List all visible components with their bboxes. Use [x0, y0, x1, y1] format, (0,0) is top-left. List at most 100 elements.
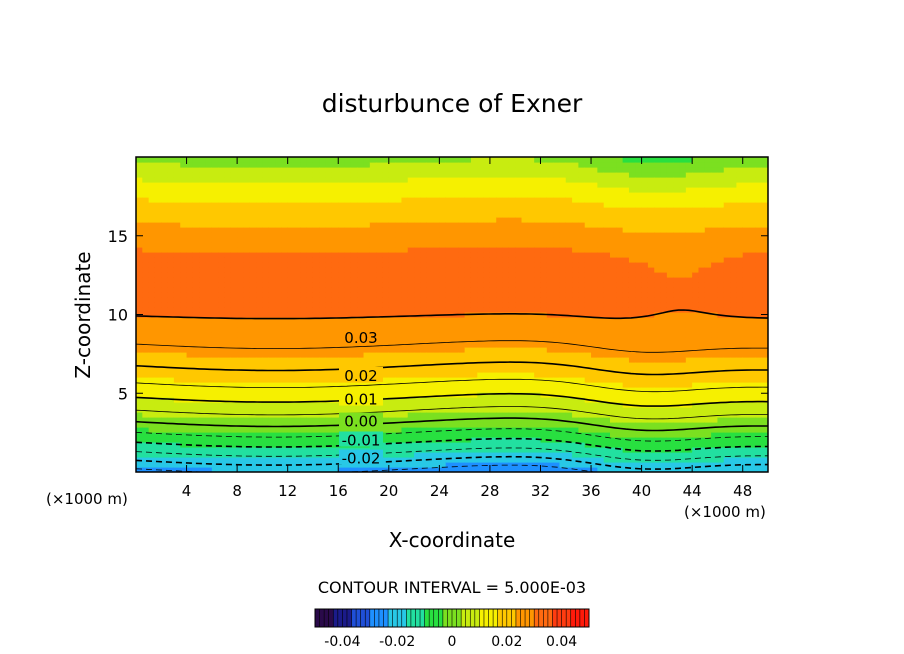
field-cell: [205, 182, 213, 188]
field-cell: [275, 307, 282, 313]
field-cell: [180, 372, 188, 378]
field-cell: [256, 337, 263, 343]
field-cell: [218, 362, 226, 368]
field-cell: [401, 382, 409, 388]
field-cell: [489, 437, 497, 443]
field-cell: [597, 292, 605, 298]
field-cell: [319, 227, 327, 233]
field-cell: [591, 452, 598, 458]
field-cell: [433, 192, 440, 198]
field-cell: [439, 297, 447, 303]
field-cell: [167, 182, 175, 188]
field-cell: [136, 362, 143, 368]
field-cell: [148, 232, 156, 238]
field-cell: [262, 427, 270, 433]
field-cell: [395, 317, 403, 323]
field-cell: [186, 342, 194, 348]
field-cell: [312, 377, 320, 383]
field-cell: [401, 437, 409, 443]
field-cell: [553, 287, 561, 293]
field-cell: [167, 392, 175, 398]
field-cell: [350, 427, 358, 433]
field-cell: [192, 257, 200, 263]
field-cell: [483, 337, 491, 343]
field-cell: [489, 442, 497, 448]
field-cell: [477, 462, 485, 468]
field-cell: [622, 257, 630, 263]
field-cell: [167, 342, 175, 348]
field-cell: [470, 187, 478, 193]
field-cell: [433, 432, 440, 438]
field-cell: [173, 222, 181, 228]
field-cell: [136, 197, 143, 203]
field-cell: [578, 242, 586, 248]
field-cell: [452, 457, 459, 463]
field-cell: [420, 352, 428, 358]
field-cell: [414, 187, 421, 193]
field-cell: [312, 412, 320, 418]
field-cell: [388, 417, 396, 423]
field-cell: [470, 217, 478, 223]
field-cell: [262, 337, 270, 343]
field-cell: [331, 222, 339, 228]
field-cell: [382, 157, 390, 163]
field-cell: [142, 347, 150, 353]
field-cell: [603, 347, 611, 353]
field-cell: [559, 342, 567, 348]
field-cell: [527, 322, 535, 328]
field-cell: [527, 402, 535, 408]
field-cell: [357, 202, 365, 208]
field-cell: [237, 177, 245, 183]
field-cell: [237, 352, 245, 358]
field-cell: [319, 427, 327, 433]
field-cell: [489, 407, 497, 413]
field-cell: [591, 457, 598, 463]
field-cell: [433, 227, 440, 233]
field-cell: [426, 177, 434, 183]
field-cell: [496, 422, 504, 428]
field-cell: [167, 292, 175, 298]
field-cell: [420, 282, 428, 288]
field-cell: [452, 187, 459, 193]
field-cell: [237, 302, 245, 308]
field-cell: [230, 197, 238, 203]
field-cell: [154, 397, 162, 403]
field-cell: [275, 247, 282, 253]
field-cell: [306, 457, 314, 463]
field-cell: [256, 202, 263, 208]
field-cell: [287, 197, 295, 203]
field-cell: [369, 232, 377, 238]
field-cell: [508, 352, 516, 358]
field-cell: [433, 307, 440, 313]
field-cell: [167, 207, 175, 213]
field-cell: [483, 382, 491, 388]
field-cell: [331, 302, 339, 308]
field-cell: [559, 317, 567, 323]
field-cell: [363, 277, 371, 283]
field-cell: [180, 342, 188, 348]
field-cell: [173, 352, 181, 358]
field-cell: [628, 292, 636, 298]
field-cell: [218, 207, 226, 213]
field-cell: [382, 292, 390, 298]
field-cell: [439, 367, 447, 373]
field-cell: [325, 322, 333, 328]
field-cell: [312, 422, 320, 428]
field-cell: [344, 317, 352, 323]
field-cell: [357, 197, 365, 203]
field-cell: [173, 342, 181, 348]
field-cell: [546, 162, 554, 168]
field-cell: [477, 297, 485, 303]
field-cell: [180, 447, 188, 453]
field-cell: [249, 347, 257, 353]
field-cell: [565, 332, 573, 338]
field-cell: [249, 332, 257, 338]
field-cell: [489, 372, 497, 378]
field-cell: [382, 222, 390, 228]
field-cell: [167, 302, 175, 308]
field-cell: [275, 237, 282, 243]
field-cell: [186, 362, 194, 368]
field-cell: [426, 272, 434, 278]
field-cell: [464, 167, 472, 173]
field-cell: [584, 277, 592, 283]
